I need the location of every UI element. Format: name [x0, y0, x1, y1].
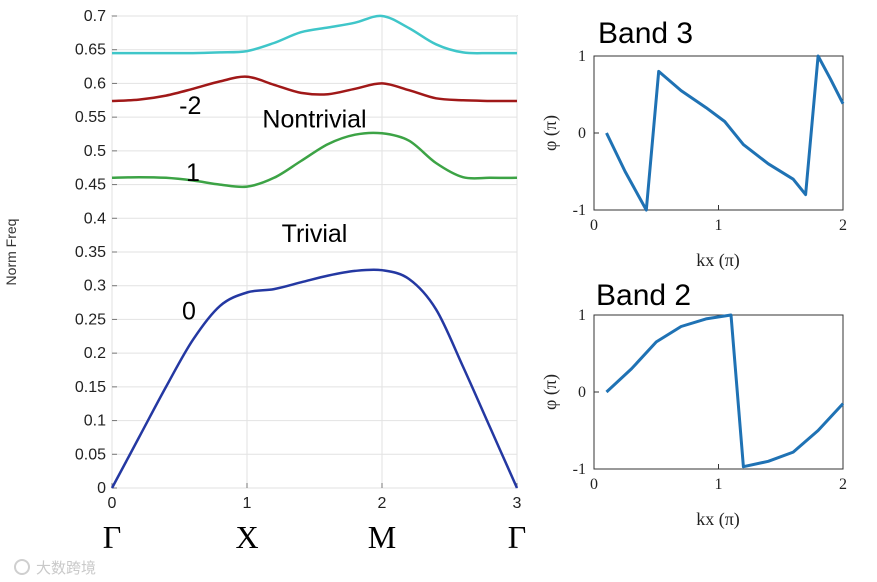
y-tick-label: 0.05: [75, 446, 106, 463]
phase-line: [605, 54, 845, 212]
band-diagram-y-label: Norm Freq: [3, 219, 19, 286]
y-tick-label: 0.2: [84, 345, 106, 362]
band-diagram-annotations: -2 Nontrivial 1 Trivial 0: [179, 92, 366, 326]
band-diagram-grid: [111, 15, 518, 489]
x-tick-label: 3: [513, 495, 522, 512]
band3-phase-plot: Band 3 0 1 2-101 kx (π) φ (π): [540, 17, 847, 271]
band2-title: Band 2: [596, 279, 691, 312]
y-tick-label: 0.55: [75, 109, 106, 126]
y-tick-label: 0.6: [84, 75, 106, 92]
watermark-text: 大数跨境: [36, 559, 96, 577]
x-tick-label: 1: [243, 495, 252, 512]
band-line-band0: [110, 268, 519, 489]
band2-lines: [605, 313, 845, 469]
x-tick-label: 0: [108, 495, 117, 512]
band2-x-label: kx (π): [696, 509, 740, 530]
band3-frame: [593, 55, 844, 211]
x-tick-label: 1: [715, 476, 723, 493]
y-tick-label: 0: [97, 480, 106, 497]
y-tick-label: 0.15: [75, 379, 106, 396]
band-line-band1: [111, 131, 518, 189]
y-tick-label: 0.1: [84, 413, 106, 430]
x-tick-label: 2: [839, 476, 847, 493]
x-tick-label: 2: [839, 217, 847, 234]
watermark: 大数跨境: [14, 559, 96, 577]
x-tick-label: 0: [590, 476, 598, 493]
band3-x-label: kx (π): [696, 250, 740, 271]
band-diagram-y-ticks: 0 0.05 0.1 0.15 0.2 0.25 0.3 0.35 0.4 0.45 0.5 0.55…: [75, 8, 117, 497]
symmetry-point-label: X: [235, 519, 258, 555]
band2-phase-plot: Band 2 0 1 2-101 kx (π) φ (π): [540, 279, 847, 530]
y-tick-label: 0.35: [75, 244, 106, 261]
band3-lines: [605, 54, 845, 212]
band-line-band3: [111, 14, 518, 55]
y-tick-label: 0.45: [75, 177, 106, 194]
symmetry-point-label: M: [368, 519, 396, 555]
x-tick-label: 0: [590, 217, 598, 234]
y-tick-label: -1: [573, 461, 586, 478]
y-tick-label: 0: [578, 125, 586, 142]
band-diagram-x-ticks: 0 Γ 1 X 2 M 3 Γ: [103, 483, 527, 555]
band-diagram-plot: 0 0.05 0.1 0.15 0.2 0.25 0.3 0.35 0.4 0.45 0.5 0.55…: [3, 8, 526, 555]
y-tick-label: -1: [573, 202, 586, 219]
y-tick-label: 0.5: [84, 143, 106, 160]
band2-frame: [593, 314, 844, 470]
annotation-label: 0: [182, 297, 196, 325]
symmetry-point-label: Γ: [103, 519, 122, 555]
phase-line: [605, 313, 845, 469]
x-tick-label: 2: [378, 495, 387, 512]
annotation-label: 1: [186, 159, 200, 187]
band-line-band2: [111, 75, 518, 103]
band-diagram-lines: [110, 14, 519, 489]
watermark-logo-icon: [14, 559, 30, 575]
band3-ticks: 0 1 2-101: [573, 48, 847, 234]
y-tick-label: 0.3: [84, 278, 106, 295]
x-tick-label: 1: [715, 217, 723, 234]
y-tick-label: 0.4: [84, 210, 106, 227]
band2-ticks: 0 1 2-101: [573, 307, 847, 493]
band3-y-label: φ (π): [540, 115, 561, 151]
annotation-label: Trivial: [282, 220, 348, 248]
band3-title: Band 3: [598, 17, 693, 50]
annotation-label: -2: [179, 92, 201, 120]
y-tick-label: 1: [578, 48, 586, 65]
annotation-label: Nontrivial: [262, 105, 366, 133]
y-tick-label: 0.25: [75, 311, 106, 328]
y-tick-label: 0.7: [84, 8, 106, 25]
y-tick-label: 0.65: [75, 42, 106, 59]
symmetry-point-label: Γ: [508, 519, 527, 555]
y-tick-label: 0: [578, 384, 586, 401]
y-tick-label: 1: [578, 307, 586, 324]
band2-y-label: φ (π): [540, 374, 561, 410]
